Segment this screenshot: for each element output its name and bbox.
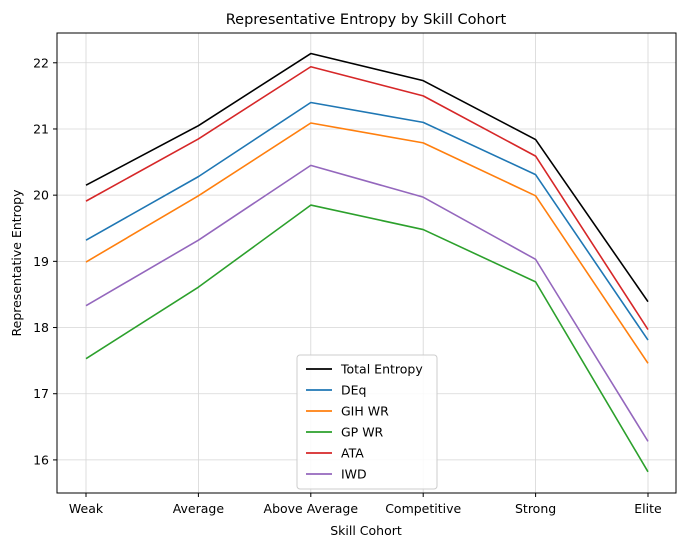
axes: Weak Average Above Average Competitive Stron… (33, 55, 662, 516)
x-tick-label: Above Average (264, 501, 359, 516)
chart-title: Representative Entropy by Skill Cohort (226, 12, 507, 28)
legend-label: IWD (341, 467, 367, 482)
series-line (85, 65, 649, 330)
legend: Total Entropy DEq GIH WR GP WR ATA IWD (296, 354, 438, 490)
series-line (85, 122, 649, 364)
legend-box (296, 354, 438, 490)
series-line (85, 164, 649, 442)
series-line (85, 204, 649, 473)
legend-label: DEq (341, 383, 366, 398)
series-lines (85, 52, 649, 473)
x-tick-label: Weak (69, 501, 104, 516)
series-line (85, 101, 649, 341)
y-tick-label: 16 (33, 452, 49, 467)
x-tick-label: Strong (515, 501, 556, 516)
legend-label: ATA (341, 446, 364, 461)
legend-label: Total Entropy (340, 362, 423, 377)
y-tick-label: 21 (33, 121, 49, 136)
legend-label: GP WR (341, 425, 384, 440)
y-tick-label: 19 (33, 254, 49, 269)
y-axis-label: Representative Entropy (9, 189, 24, 337)
x-tick-label: Elite (634, 501, 662, 516)
x-axis-label: Skill Cohort (330, 523, 402, 538)
series-line (85, 52, 649, 303)
plot-area-frame (56, 32, 677, 494)
y-tick-label: 20 (33, 188, 49, 203)
grid (57, 33, 676, 493)
x-tick-label: Average (173, 501, 225, 516)
y-tick-label: 18 (33, 320, 49, 335)
legend-label: GIH WR (341, 404, 389, 419)
x-tick-label: Competitive (385, 501, 461, 516)
y-tick-label: 17 (33, 386, 49, 401)
y-tick-label: 22 (33, 55, 49, 70)
